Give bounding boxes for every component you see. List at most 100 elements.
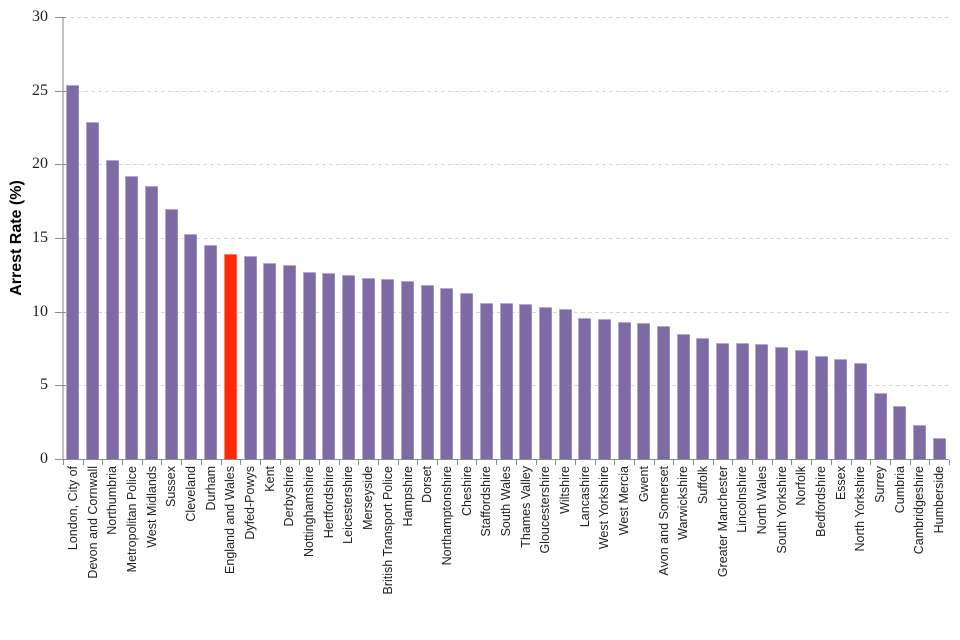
x-category-label: Cambridgeshire bbox=[912, 466, 927, 555]
bar bbox=[676, 333, 690, 459]
x-tick-mark bbox=[811, 460, 813, 465]
x-category-label: South Yorkshire bbox=[774, 466, 789, 554]
bar bbox=[873, 392, 887, 459]
bar bbox=[341, 274, 355, 459]
x-tick-mark bbox=[279, 460, 281, 465]
y-tick-label: 25 bbox=[32, 81, 48, 99]
x-tick-mark bbox=[752, 460, 754, 465]
y-tick-label: 5 bbox=[40, 376, 48, 394]
x-tick-mark bbox=[338, 460, 340, 465]
x-tick-mark bbox=[712, 460, 714, 465]
x-tick-mark bbox=[889, 460, 891, 465]
x-category-label: Metropolitan Police bbox=[124, 466, 139, 573]
bar bbox=[735, 342, 749, 459]
x-category-label: Kent bbox=[262, 466, 277, 492]
x-category-label: Humberside bbox=[932, 466, 947, 534]
bar bbox=[401, 280, 415, 459]
x-category-label: Avon and Somerset bbox=[656, 466, 671, 576]
bar bbox=[361, 277, 375, 459]
x-tick-mark bbox=[358, 460, 360, 465]
bar bbox=[912, 425, 926, 459]
x-category-label: Northamptonshire bbox=[439, 466, 454, 566]
x-category-label: Cheshire bbox=[459, 466, 474, 517]
bar bbox=[460, 292, 474, 459]
x-tick-mark bbox=[614, 460, 616, 465]
x-category-label: Warwickshire bbox=[676, 466, 691, 540]
bar bbox=[66, 84, 80, 459]
x-category-label: British Transport Police bbox=[380, 466, 395, 595]
x-category-label: North Yorkshire bbox=[853, 466, 868, 552]
x-category-label: Wiltshire bbox=[558, 466, 573, 514]
x-tick-mark bbox=[456, 460, 458, 465]
x-category-label: Bedfordshire bbox=[814, 466, 829, 537]
x-tick-mark bbox=[240, 460, 242, 465]
y-tick-mark bbox=[55, 17, 66, 18]
x-category-label: Greater Manchester bbox=[715, 466, 730, 578]
x-category-label: Leicestershire bbox=[341, 466, 356, 544]
x-tick-mark bbox=[82, 460, 84, 465]
x-category-label: Sussex bbox=[164, 466, 179, 507]
x-category-label: West Yorkshire bbox=[597, 466, 612, 550]
y-tick-label: 10 bbox=[32, 302, 48, 320]
y-tick-label: 20 bbox=[32, 155, 48, 173]
x-tick-mark bbox=[476, 460, 478, 465]
x-category-label: South Wales bbox=[499, 466, 513, 537]
y-tick-label: 0 bbox=[40, 450, 48, 467]
x-category-label: Suffolk bbox=[695, 466, 710, 504]
x-tick-mark bbox=[437, 460, 439, 465]
gridline-y-15 bbox=[63, 238, 949, 239]
x-tick-mark bbox=[122, 460, 124, 465]
gridline-y-25 bbox=[63, 90, 949, 92]
bar bbox=[538, 307, 552, 459]
bar bbox=[893, 405, 907, 459]
bar bbox=[499, 302, 513, 459]
x-category-label: Thames Valley bbox=[518, 466, 533, 548]
bar bbox=[775, 347, 789, 459]
x-category-label: Northumbria bbox=[105, 466, 120, 535]
bar bbox=[932, 438, 946, 459]
bar bbox=[184, 233, 198, 459]
bar-highlighted bbox=[223, 254, 237, 459]
x-tick-mark bbox=[594, 460, 596, 465]
bar bbox=[519, 304, 533, 459]
x-category-label: Cleveland bbox=[183, 466, 198, 522]
x-tick-mark bbox=[515, 460, 517, 465]
y-tick-mark bbox=[55, 459, 66, 460]
x-tick-mark bbox=[161, 460, 163, 465]
plot-area bbox=[63, 17, 949, 459]
x-category-label: London, City of bbox=[65, 466, 80, 551]
bar bbox=[479, 302, 493, 459]
y-tick-label: 30 bbox=[32, 8, 48, 25]
x-tick-mark bbox=[259, 460, 261, 465]
x-category-label: Merseyside bbox=[361, 466, 376, 530]
x-category-label: Essex bbox=[833, 466, 848, 501]
gridline-y-20 bbox=[63, 164, 949, 166]
x-tick-mark bbox=[574, 460, 576, 465]
bar bbox=[105, 159, 119, 459]
bar bbox=[578, 317, 592, 459]
bar bbox=[420, 285, 434, 459]
x-category-label: West Mercia bbox=[617, 466, 632, 536]
bar bbox=[322, 273, 336, 459]
bar bbox=[696, 338, 710, 459]
x-category-label: Lincolnshire bbox=[735, 466, 750, 533]
x-tick-mark bbox=[791, 460, 793, 465]
gridline-y-30 bbox=[63, 17, 949, 18]
bar bbox=[597, 319, 611, 459]
x-tick-mark bbox=[141, 460, 143, 465]
x-tick-mark bbox=[535, 460, 537, 465]
x-tick-mark bbox=[870, 460, 872, 465]
x-tick-mark bbox=[220, 460, 222, 465]
bar bbox=[716, 342, 730, 459]
x-tick-mark bbox=[555, 460, 557, 465]
bar bbox=[657, 326, 670, 459]
x-tick-mark bbox=[850, 460, 852, 465]
x-tick-mark bbox=[653, 460, 655, 465]
x-category-label: Devon and Cornwall bbox=[85, 466, 100, 579]
x-category-label: Surrey bbox=[873, 466, 888, 503]
bar bbox=[145, 186, 159, 459]
x-tick-mark bbox=[102, 460, 104, 465]
x-tick-mark bbox=[673, 460, 675, 465]
x-tick-mark bbox=[397, 460, 399, 465]
x-category-label: Nottinghamshire bbox=[302, 466, 317, 558]
